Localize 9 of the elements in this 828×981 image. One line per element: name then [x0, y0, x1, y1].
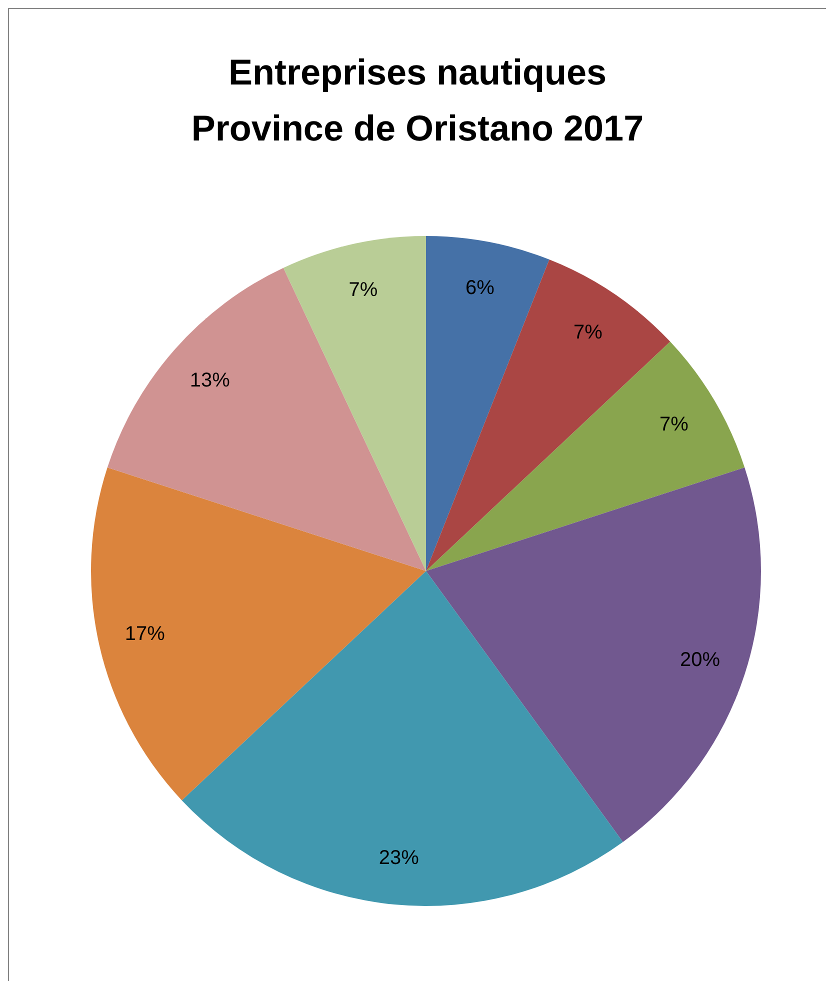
data-label: 6% [466, 277, 495, 300]
data-label: 17% [124, 622, 166, 645]
data-label: 20% [680, 649, 720, 672]
chart-title: Entreprises nautiques Province de Oristano 2017 [191, 52, 644, 148]
data-label: 13% [190, 369, 230, 392]
data-label: 7% [660, 413, 689, 436]
data-label: 7% [573, 322, 603, 344]
data-label: 7% [348, 278, 378, 301]
data-label: 23% [378, 846, 420, 869]
